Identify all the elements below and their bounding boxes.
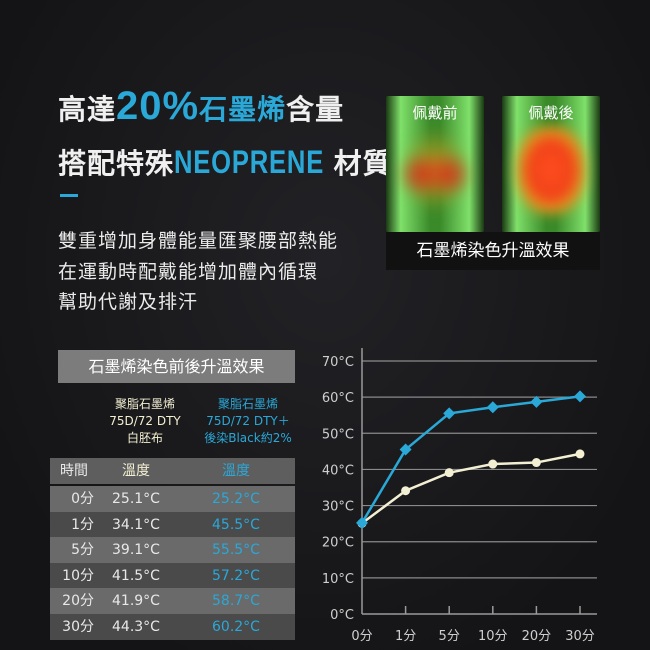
y-tick-label: 30°C [322, 500, 354, 515]
temp-b-cell: 60.2°C [212, 618, 260, 635]
temp-b-cell: 57.2°C [212, 567, 260, 584]
table-header-row: 時間 溫度 溫度 [50, 458, 295, 484]
description-line: 幫助代謝及排汗 [58, 291, 199, 313]
data-point [530, 395, 543, 408]
table-row: 0分 25.1°C 25.2°C [50, 486, 295, 512]
x-tick-label: 5分 [439, 629, 460, 644]
headline-line1: 高達20%石墨烯含量 [58, 84, 345, 128]
description-line: 在運動時配戴能增加體內循環 [58, 261, 319, 283]
data-point [356, 516, 368, 529]
data-point [575, 449, 585, 459]
y-tick-label: 60°C [322, 391, 354, 406]
data-point [486, 401, 499, 414]
table-row: 1分 34.1°C 45.5°C [50, 511, 295, 538]
x-tick-label: 20分 [522, 629, 552, 644]
data-point [531, 458, 541, 468]
temp-a-cell: 41.9°C [112, 593, 160, 609]
y-tick-label: 20°C [322, 536, 354, 551]
description-line: 雙重增加身體能量匯聚腰部熱能 [58, 230, 339, 252]
time-cell: 10分 [62, 567, 94, 584]
x-tick-label: 10分 [478, 629, 508, 644]
table-title: 石墨烯染色前後升溫效果 [58, 350, 295, 383]
temp-a-cell: 41.5°C [112, 567, 160, 584]
time-cell: 30分 [62, 618, 94, 635]
temp-b-cell: 45.5°C [212, 516, 260, 533]
series-line [360, 395, 581, 524]
temp-a-cell: 44.3°C [112, 618, 160, 635]
series-line [361, 452, 581, 525]
sample-b-label: 聚脂石墨烯 75D/72 DTY＋ 後染Black約2% [204, 397, 292, 445]
y-tick-label: 70°C [322, 355, 354, 370]
data-point [574, 390, 586, 403]
data-point [399, 443, 412, 456]
time-cell: 0分 [71, 491, 94, 507]
thermal-caption: 石墨烯染色升溫效果 [386, 232, 600, 270]
y-tick-label: 0°C [330, 608, 354, 623]
data-point [443, 407, 456, 420]
temp-b-cell: 25.2°C [212, 491, 260, 507]
y-tick-label: 40°C [322, 463, 354, 478]
headline-line2: 搭配特殊NEOPRENE 材質 [58, 144, 392, 180]
table-row: 20分 41.9°C 58.7°C [50, 588, 295, 614]
x-tick-label: 30分 [565, 629, 595, 644]
temp-a-cell: 39.1°C [112, 542, 160, 558]
time-cell: 20分 [62, 593, 94, 609]
temp-b-cell: 55.5°C [212, 542, 260, 558]
thermal-image-before: 佩戴前 [386, 96, 484, 232]
data-point [488, 459, 498, 469]
y-tick-label: 50°C [322, 427, 354, 442]
y-tick-label: 10°C [322, 572, 354, 587]
time-cell: 1分 [71, 516, 94, 533]
table-row: 30分 44.3°C 60.2°C [50, 613, 295, 640]
thermal-image-after: 佩戴後 [502, 96, 600, 232]
x-tick-label: 0分 [351, 629, 372, 644]
table-row: 5分 39.1°C 55.5°C [50, 537, 295, 563]
temp-a-cell: 25.1°C [112, 491, 160, 507]
accent-divider [60, 194, 78, 197]
x-tick-label: 1分 [395, 629, 416, 644]
time-cell: 5分 [71, 542, 94, 558]
table-row: 10分 41.5°C 57.2°C [50, 562, 295, 589]
data-point [444, 468, 454, 478]
temp-a-cell: 34.1°C [112, 516, 160, 533]
data-point [401, 486, 411, 496]
temp-b-cell: 58.7°C [212, 593, 260, 609]
sample-a-label: 聚脂石墨烯 75D/72 DTY 白胚布 [109, 397, 181, 445]
